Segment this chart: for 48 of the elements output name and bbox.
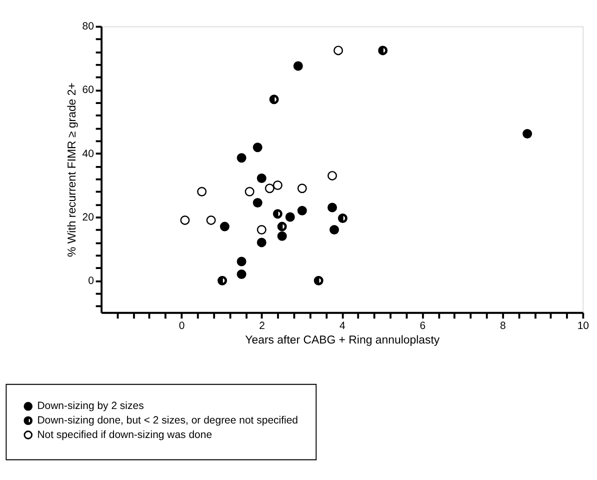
point <box>378 46 388 56</box>
x-axis-title: Years after CABG + Ring annuloplasty <box>245 334 440 346</box>
point <box>236 256 246 266</box>
point <box>272 180 282 190</box>
point <box>297 206 307 216</box>
point <box>256 238 266 248</box>
legend-label: Not specified if down-sizing was done <box>37 430 212 441</box>
point <box>277 231 287 241</box>
point <box>328 202 338 212</box>
point <box>285 212 295 222</box>
point <box>220 222 230 232</box>
point <box>277 222 287 232</box>
point <box>522 128 532 138</box>
point <box>256 224 266 234</box>
x-tick-label: 4 <box>339 321 346 332</box>
point <box>252 198 262 208</box>
point <box>272 209 282 219</box>
x-tick-label: 2 <box>259 321 266 332</box>
point <box>252 142 262 152</box>
point <box>180 215 190 225</box>
point <box>236 153 246 163</box>
point <box>218 276 228 286</box>
point <box>264 184 274 194</box>
y-tick-label: 80 <box>82 22 94 33</box>
point <box>236 270 246 279</box>
x-tick-label: 8 <box>500 321 506 332</box>
point <box>314 276 324 286</box>
y-tick-label: 20 <box>82 212 94 224</box>
point <box>330 224 340 234</box>
x-tick-label: 6 <box>420 321 426 332</box>
y-tick-label: 0 <box>88 276 94 287</box>
point <box>197 186 207 196</box>
y-tick-label: 60 <box>82 85 94 96</box>
x-tick-label: 0 <box>178 321 185 332</box>
point <box>256 173 266 183</box>
point <box>269 94 279 104</box>
point <box>334 46 344 56</box>
point <box>293 61 303 71</box>
legend-label: Down-sizing by 2 sizes <box>37 401 144 412</box>
legend-label: Down-sizing done, but < 2 sizes, or degree not specified <box>37 415 298 426</box>
point <box>244 186 254 196</box>
point <box>206 215 216 225</box>
point <box>328 170 338 180</box>
point <box>338 214 348 224</box>
point <box>297 184 307 194</box>
x-tick-label: 10 <box>577 321 590 332</box>
y-axis-title: % With recurrent FIMR ≥ grade 2+ <box>66 82 79 258</box>
y-tick-label: 40 <box>82 148 94 160</box>
